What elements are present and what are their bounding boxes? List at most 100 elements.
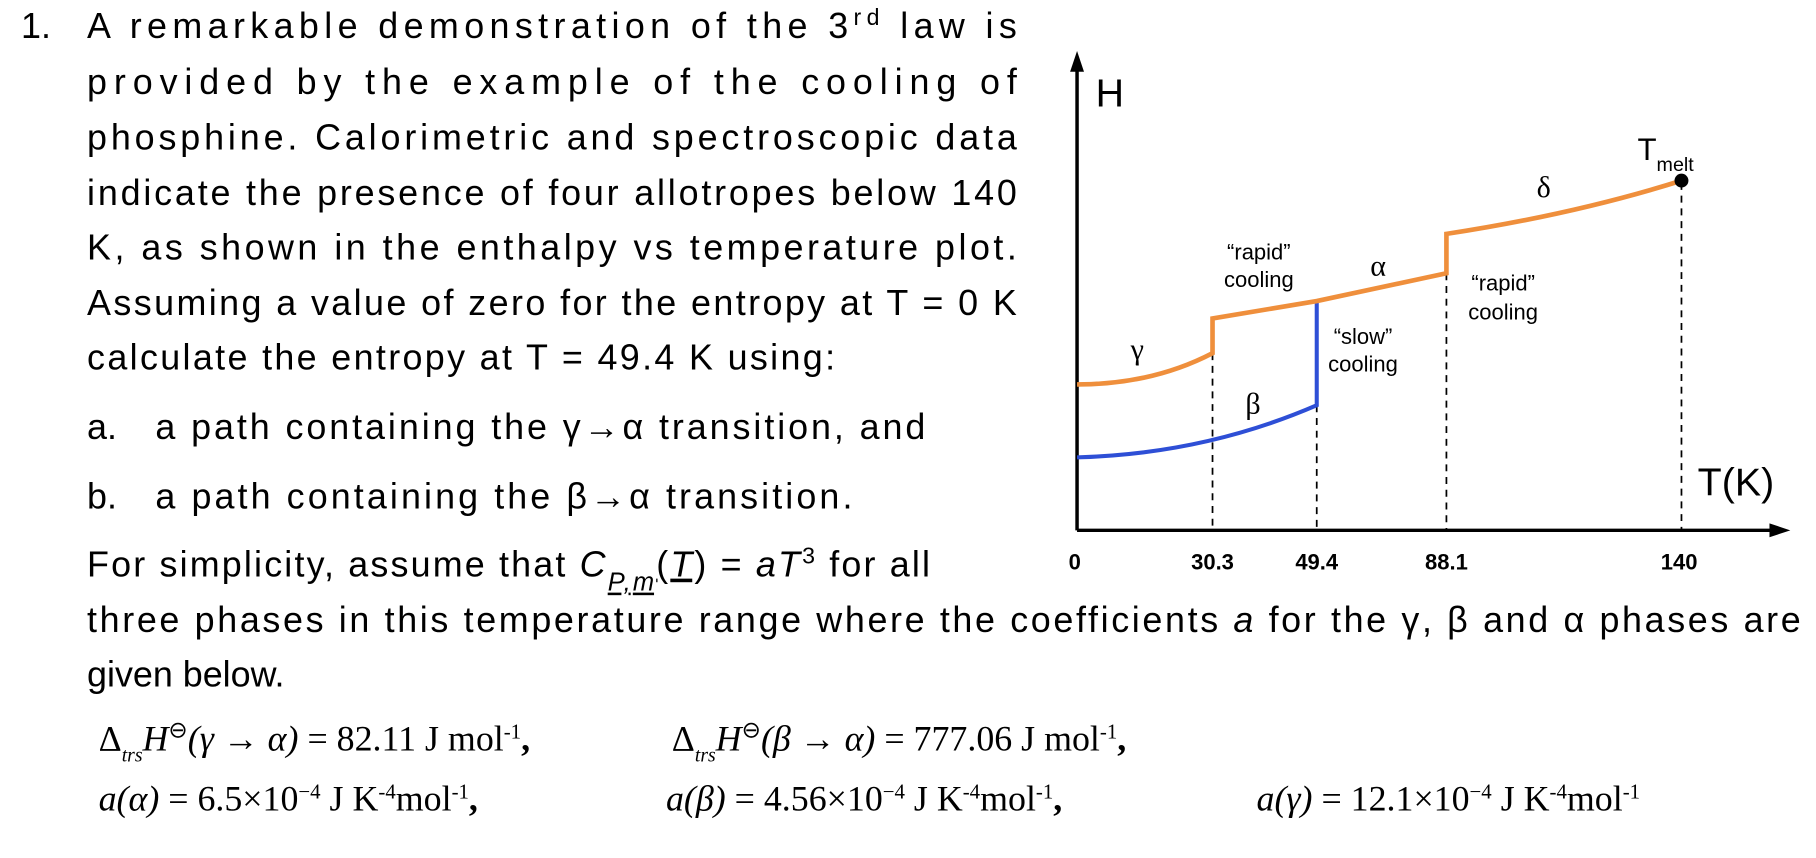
unit: J K bbox=[905, 779, 963, 819]
part-label: a. bbox=[87, 407, 117, 447]
superscript: -1 bbox=[1100, 719, 1117, 743]
y-axis-label: H bbox=[1096, 72, 1124, 116]
text: ( bbox=[656, 545, 668, 585]
text: law is bbox=[885, 6, 1017, 46]
melt-point bbox=[1674, 173, 1689, 188]
equation: a(γ) = 12.1×10−4 J K-4mol-1 bbox=[1257, 779, 1641, 819]
subscript: trs bbox=[122, 744, 143, 766]
symbol: a(γ) bbox=[1257, 779, 1313, 819]
value: = 6.5×10 bbox=[159, 779, 298, 819]
superscript: -4 bbox=[378, 780, 396, 804]
subscript: trs bbox=[695, 744, 716, 766]
symbol: T bbox=[670, 545, 695, 585]
value: = 82.11 J mol bbox=[298, 718, 503, 758]
unit: mol bbox=[1567, 779, 1623, 819]
symbol: C bbox=[580, 545, 607, 585]
argument: (β → α) bbox=[761, 718, 875, 758]
phase-label: β bbox=[1245, 386, 1260, 420]
unit: J K bbox=[1492, 779, 1550, 819]
text: A remarkable demonstration of the 3 bbox=[87, 6, 848, 46]
equation: a(α) = 6.5×10−4 J K-4mol-1, bbox=[99, 779, 478, 819]
superscript: rd bbox=[854, 4, 880, 30]
value: = 12.1×10 bbox=[1312, 779, 1469, 819]
x-axis-label: T(K) bbox=[1698, 461, 1775, 505]
equation: ΔtrsH⊖(γ → α) = 82.11 J mol-1, bbox=[99, 717, 530, 766]
text-line: For simplicity, assume that CP,m(T) = aT… bbox=[87, 543, 930, 597]
guides bbox=[1211, 182, 1683, 531]
symbol: a bbox=[1233, 600, 1253, 640]
symbol: Δ bbox=[99, 718, 122, 758]
tick-label: 30.3 bbox=[1191, 550, 1234, 575]
annotation: “rapid” bbox=[1471, 271, 1535, 296]
superscript: ⊖ bbox=[742, 717, 761, 743]
annotation: “rapid” bbox=[1227, 239, 1291, 264]
part-label: b. bbox=[87, 476, 117, 516]
annotations: “rapid” cooling “slow” cooling “rapid” c… bbox=[1224, 239, 1538, 376]
symbol: T bbox=[778, 545, 803, 585]
annotation: cooling bbox=[1468, 300, 1538, 325]
superscript: −4 bbox=[883, 780, 906, 804]
text-line: provided by the example of the cooling o… bbox=[87, 62, 1018, 102]
text-line: three phases in this temperature range w… bbox=[87, 600, 1801, 640]
enthalpy-plot: H T(K) 0 30.3 49.4 88.1 140 Tmelt γ β α … bbox=[1069, 50, 1791, 575]
equation: a(β) = 4.56×10−4 J K-4mol-1, bbox=[666, 779, 1062, 819]
beta-curve bbox=[1076, 301, 1319, 460]
tick-label: 140 bbox=[1661, 550, 1698, 575]
tick-label: 49.4 bbox=[1295, 550, 1339, 575]
symbol: T bbox=[1637, 132, 1656, 167]
text-line: K, as shown in the enthalpy vs temperatu… bbox=[87, 227, 1017, 267]
arrow bbox=[1070, 50, 1084, 72]
part-text: a path containing the β→α transition. bbox=[155, 476, 852, 516]
equation: ΔtrsH⊖(β → α) = 777.06 J mol-1, bbox=[672, 717, 1126, 766]
symbol: a bbox=[756, 545, 776, 585]
text-line: Assuming a value of zero for the entropy… bbox=[87, 283, 1017, 323]
superscript: -4 bbox=[963, 780, 981, 804]
superscript: -4 bbox=[1550, 780, 1568, 804]
superscript: 3 bbox=[802, 543, 815, 569]
text: , bbox=[1117, 718, 1126, 758]
unit: J K bbox=[321, 779, 379, 819]
melt-label: Tmelt bbox=[1637, 132, 1694, 176]
phase-label: α bbox=[1370, 249, 1386, 283]
superscript: -1 bbox=[452, 780, 469, 804]
text: ) = bbox=[694, 545, 753, 585]
value: = 777.06 J mol bbox=[875, 718, 1100, 758]
text-line: calculate the entropy at T = 49.4 K usin… bbox=[87, 337, 835, 377]
symbol: a(β) bbox=[666, 779, 726, 819]
text: For simplicity, assume that bbox=[87, 545, 577, 585]
phase-label: γ bbox=[1130, 332, 1144, 366]
part-text: a path containing the γ→α transition, an… bbox=[155, 407, 925, 447]
annotation: cooling bbox=[1224, 267, 1294, 292]
subscript: P,m bbox=[608, 569, 654, 597]
x-ticks: 0 30.3 49.4 88.1 140 bbox=[1069, 550, 1698, 575]
argument: (γ → α) bbox=[188, 718, 299, 758]
superscript: ⊖ bbox=[168, 717, 187, 743]
annotation: “slow” bbox=[1334, 324, 1393, 349]
annotation: cooling bbox=[1328, 352, 1398, 377]
text: three phases in this temperature range w… bbox=[87, 600, 1231, 640]
arrow bbox=[1769, 523, 1791, 538]
unit: mol bbox=[396, 779, 452, 819]
symbol: H bbox=[715, 718, 744, 758]
text: , bbox=[521, 718, 530, 758]
tick-label: 0 bbox=[1069, 550, 1081, 575]
superscript: -1 bbox=[1623, 780, 1640, 804]
text-line: given below. bbox=[87, 655, 284, 695]
text-line: phosphine. Calorimetric and spectroscopi… bbox=[87, 117, 1017, 157]
superscript: −4 bbox=[1470, 780, 1493, 804]
phase-labels: γ β α δ bbox=[1130, 170, 1551, 421]
text: for all bbox=[817, 545, 930, 585]
value: = 4.56×10 bbox=[726, 779, 883, 819]
problem-number: 1. bbox=[21, 6, 51, 46]
superscript: -1 bbox=[504, 719, 521, 743]
text: , bbox=[1053, 779, 1062, 819]
coefficients: a(α) = 6.5×10−4 J K-4mol-1, a(β) = 4.56×1… bbox=[99, 779, 1640, 819]
superscript: -1 bbox=[1036, 780, 1053, 804]
gamma-alpha-delta-curve bbox=[1077, 178, 1683, 387]
text: for the γ, β and α phases are bbox=[1256, 600, 1801, 640]
text: , bbox=[469, 779, 478, 819]
symbol: a(α) bbox=[99, 779, 160, 819]
superscript: −4 bbox=[298, 780, 321, 804]
